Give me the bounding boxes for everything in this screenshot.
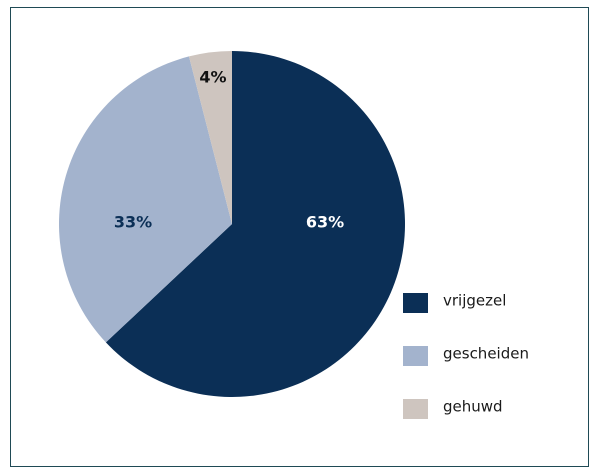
legend-swatch bbox=[403, 346, 428, 366]
value-label: 63% bbox=[306, 213, 344, 232]
value-label: 33% bbox=[114, 213, 152, 232]
legend-label: gehuwd bbox=[443, 398, 503, 416]
pie-slice bbox=[188, 51, 232, 224]
legend-label: gescheiden bbox=[443, 345, 529, 363]
legend-label: vrijgezel bbox=[443, 292, 506, 310]
legend-swatch bbox=[403, 399, 428, 419]
value-label: 4% bbox=[199, 68, 226, 87]
pie-slice bbox=[105, 51, 405, 397]
pie-slice bbox=[58, 56, 232, 343]
legend-swatch bbox=[403, 293, 428, 313]
